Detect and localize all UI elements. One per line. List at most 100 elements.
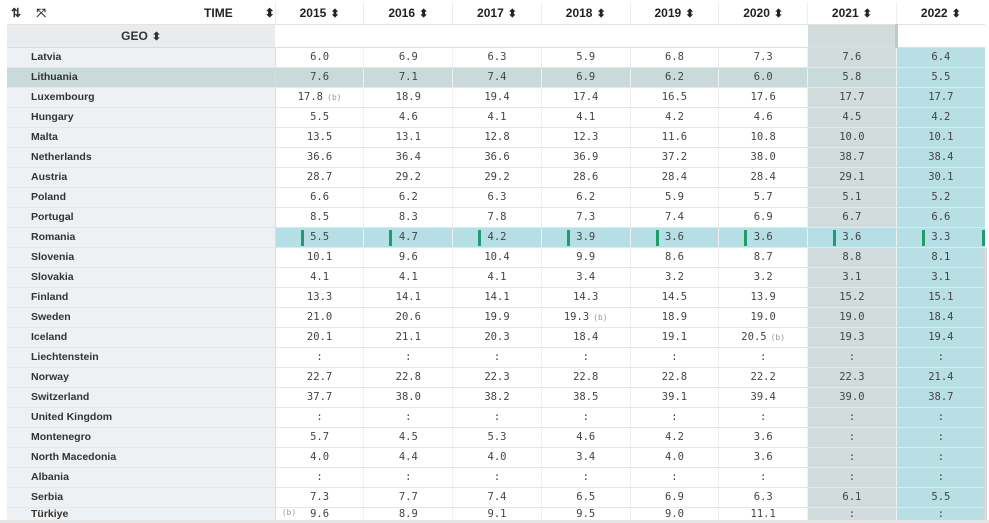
value-cell[interactable]: 37.2 (629, 147, 719, 168)
year-header-2021[interactable]: 2021 ⬍ (807, 2, 897, 25)
value-cell[interactable]: 5.3 (452, 427, 542, 448)
value-cell[interactable]: 7.6 (807, 47, 897, 68)
value-cell[interactable]: 19.3 (b) (540, 307, 631, 328)
value-cell[interactable]: 10.4 (452, 247, 542, 268)
value-cell[interactable]: 7.6 (274, 67, 364, 88)
value-cell[interactable]: 18.9 (629, 307, 719, 328)
value-cell[interactable]: 6.2 (540, 187, 631, 208)
value-cell[interactable]: 28.4 (718, 167, 808, 188)
value-cell[interactable]: 6.0 (274, 47, 364, 68)
value-cell[interactable]: 19.4 (452, 87, 542, 108)
value-cell[interactable]: 30.1 (895, 167, 985, 188)
value-cell[interactable]: 4.6 (718, 107, 808, 128)
value-cell[interactable]: : (629, 347, 719, 368)
table-row[interactable]: United Kingdom:::::::: (7, 407, 985, 428)
value-cell[interactable]: 20.3 (452, 327, 542, 348)
value-cell[interactable]: : (540, 467, 631, 488)
value-cell[interactable]: 4.1 (452, 267, 542, 288)
value-cell[interactable]: : (807, 447, 897, 468)
value-cell[interactable]: 29.1 (807, 167, 897, 188)
value-cell[interactable]: : (895, 467, 985, 488)
value-cell[interactable]: 6.0 (718, 67, 808, 88)
year-header-2018[interactable]: 2018 ⬍ (540, 2, 631, 25)
value-cell[interactable]: 3.2 (718, 267, 808, 288)
value-cell[interactable]: 4.5 (363, 427, 453, 448)
value-cell[interactable]: 12.8 (452, 127, 542, 148)
value-cell[interactable]: 4.0 (452, 447, 542, 468)
value-cell[interactable]: : (807, 507, 897, 522)
value-cell[interactable]: 6.3 (452, 47, 542, 68)
value-cell[interactable]: 5.7 (718, 187, 808, 208)
value-cell[interactable]: 4.2 (629, 427, 719, 448)
time-sort-icon[interactable]: ⬍ (264, 6, 275, 20)
table-row[interactable]: Slovenia 10.1 9.6 10.4 9.9 8.6 8.7 8.8 8.1 (7, 247, 985, 268)
value-cell[interactable]: 14.5 (629, 287, 719, 308)
value-cell[interactable]: 3.3 (895, 227, 985, 248)
value-cell[interactable]: 21.4 (895, 367, 985, 388)
geo-sort-icon[interactable]: ⬍ (151, 30, 162, 43)
table-row[interactable]: Portugal 8.5 8.3 7.8 7.3 7.4 6.9 6.7 6.6 (7, 207, 985, 228)
value-cell[interactable]: 6.3 (452, 187, 542, 208)
value-cell[interactable]: : (363, 407, 453, 428)
value-cell[interactable]: 39.0 (807, 387, 897, 408)
value-cell[interactable]: 4.6 (363, 107, 453, 128)
value-cell[interactable]: : (807, 407, 897, 428)
value-cell[interactable]: 19.0 (807, 307, 897, 328)
value-cell[interactable]: 13.9 (718, 287, 808, 308)
value-cell[interactable]: 15.2 (807, 287, 897, 308)
table-row[interactable]: Albania:::::::: (7, 467, 985, 488)
value-cell[interactable]: 19.9 (452, 307, 542, 328)
year-header-2019[interactable]: 2019 ⬍ (629, 2, 719, 25)
value-cell[interactable]: 7.4 (452, 487, 542, 508)
value-cell[interactable]: : (718, 467, 808, 488)
sort-icon[interactable]: ⬍ (862, 7, 872, 20)
value-cell[interactable]: 38.2 (452, 387, 542, 408)
table-row[interactable]: Türkiye (b) 9.6 8.9 9.1 9.5 9.0 11.1:: (7, 507, 985, 522)
value-cell[interactable]: 6.2 (629, 67, 719, 88)
value-cell[interactable]: : (363, 467, 453, 488)
year-header-2022[interactable]: 2022 ⬍ (895, 2, 985, 25)
table-row[interactable]: Sweden 21.0 20.6 19.9 19.3 (b) 18.9 19.0 19.0 18.… (7, 307, 985, 328)
value-cell[interactable]: 6.2 (363, 187, 453, 208)
value-cell[interactable]: 6.3 (718, 487, 808, 508)
value-cell[interactable]: 9.6 (363, 247, 453, 268)
value-cell[interactable]: 8.7 (718, 247, 808, 268)
value-cell[interactable]: 17.7 (807, 87, 897, 108)
value-cell[interactable]: 22.8 (629, 367, 719, 388)
value-cell[interactable]: 38.7 (895, 387, 985, 408)
value-cell[interactable]: 6.9 (718, 207, 808, 228)
value-cell[interactable]: 38.0 (363, 387, 453, 408)
sort-icon[interactable]: ⬍ (507, 7, 517, 20)
value-cell[interactable]: 6.1 (807, 487, 897, 508)
value-cell[interactable]: 10.0 (807, 127, 897, 148)
value-cell[interactable]: : (274, 467, 364, 488)
value-cell[interactable]: 3.1 (895, 267, 985, 288)
value-cell[interactable]: 15.1 (895, 287, 985, 308)
value-cell[interactable]: 18.9 (363, 87, 453, 108)
value-cell[interactable]: 9.9 (540, 247, 631, 268)
value-cell[interactable]: 7.3 (718, 47, 808, 68)
value-cell[interactable]: 3.2 (629, 267, 719, 288)
value-cell[interactable]: 20.1 (274, 327, 364, 348)
value-cell[interactable]: 4.1 (452, 107, 542, 128)
table-row[interactable]: Hungary 5.5 4.6 4.1 4.1 4.2 4.6 4.5 4.2 (7, 107, 985, 128)
value-cell[interactable]: 8.1 (895, 247, 985, 268)
value-cell[interactable]: 4.1 (363, 267, 453, 288)
table-row[interactable]: Liechtenstein:::::::: (7, 347, 985, 368)
value-cell[interactable]: 38.5 (540, 387, 631, 408)
value-cell[interactable]: 9.5 (540, 507, 631, 522)
value-cell[interactable]: : (274, 347, 364, 368)
value-cell[interactable]: : (718, 407, 808, 428)
value-cell[interactable]: : (629, 467, 719, 488)
value-cell[interactable]: 17.7 (895, 87, 985, 108)
value-cell[interactable]: : (452, 407, 542, 428)
vertical-scrollbar[interactable] (984, 248, 987, 520)
value-cell[interactable]: 38.4 (895, 147, 985, 168)
value-cell[interactable]: 38.0 (718, 147, 808, 168)
value-cell[interactable]: 5.8 (807, 67, 897, 88)
year-header-2017[interactable]: 2017 ⬍ (452, 2, 542, 25)
table-row[interactable]: Iceland 20.1 21.1 20.3 18.4 19.1 20.5 (b) 19.3 19… (7, 327, 985, 348)
value-cell[interactable]: 4.1 (274, 267, 364, 288)
value-cell[interactable]: 17.4 (540, 87, 631, 108)
value-cell[interactable]: 28.7 (274, 167, 364, 188)
